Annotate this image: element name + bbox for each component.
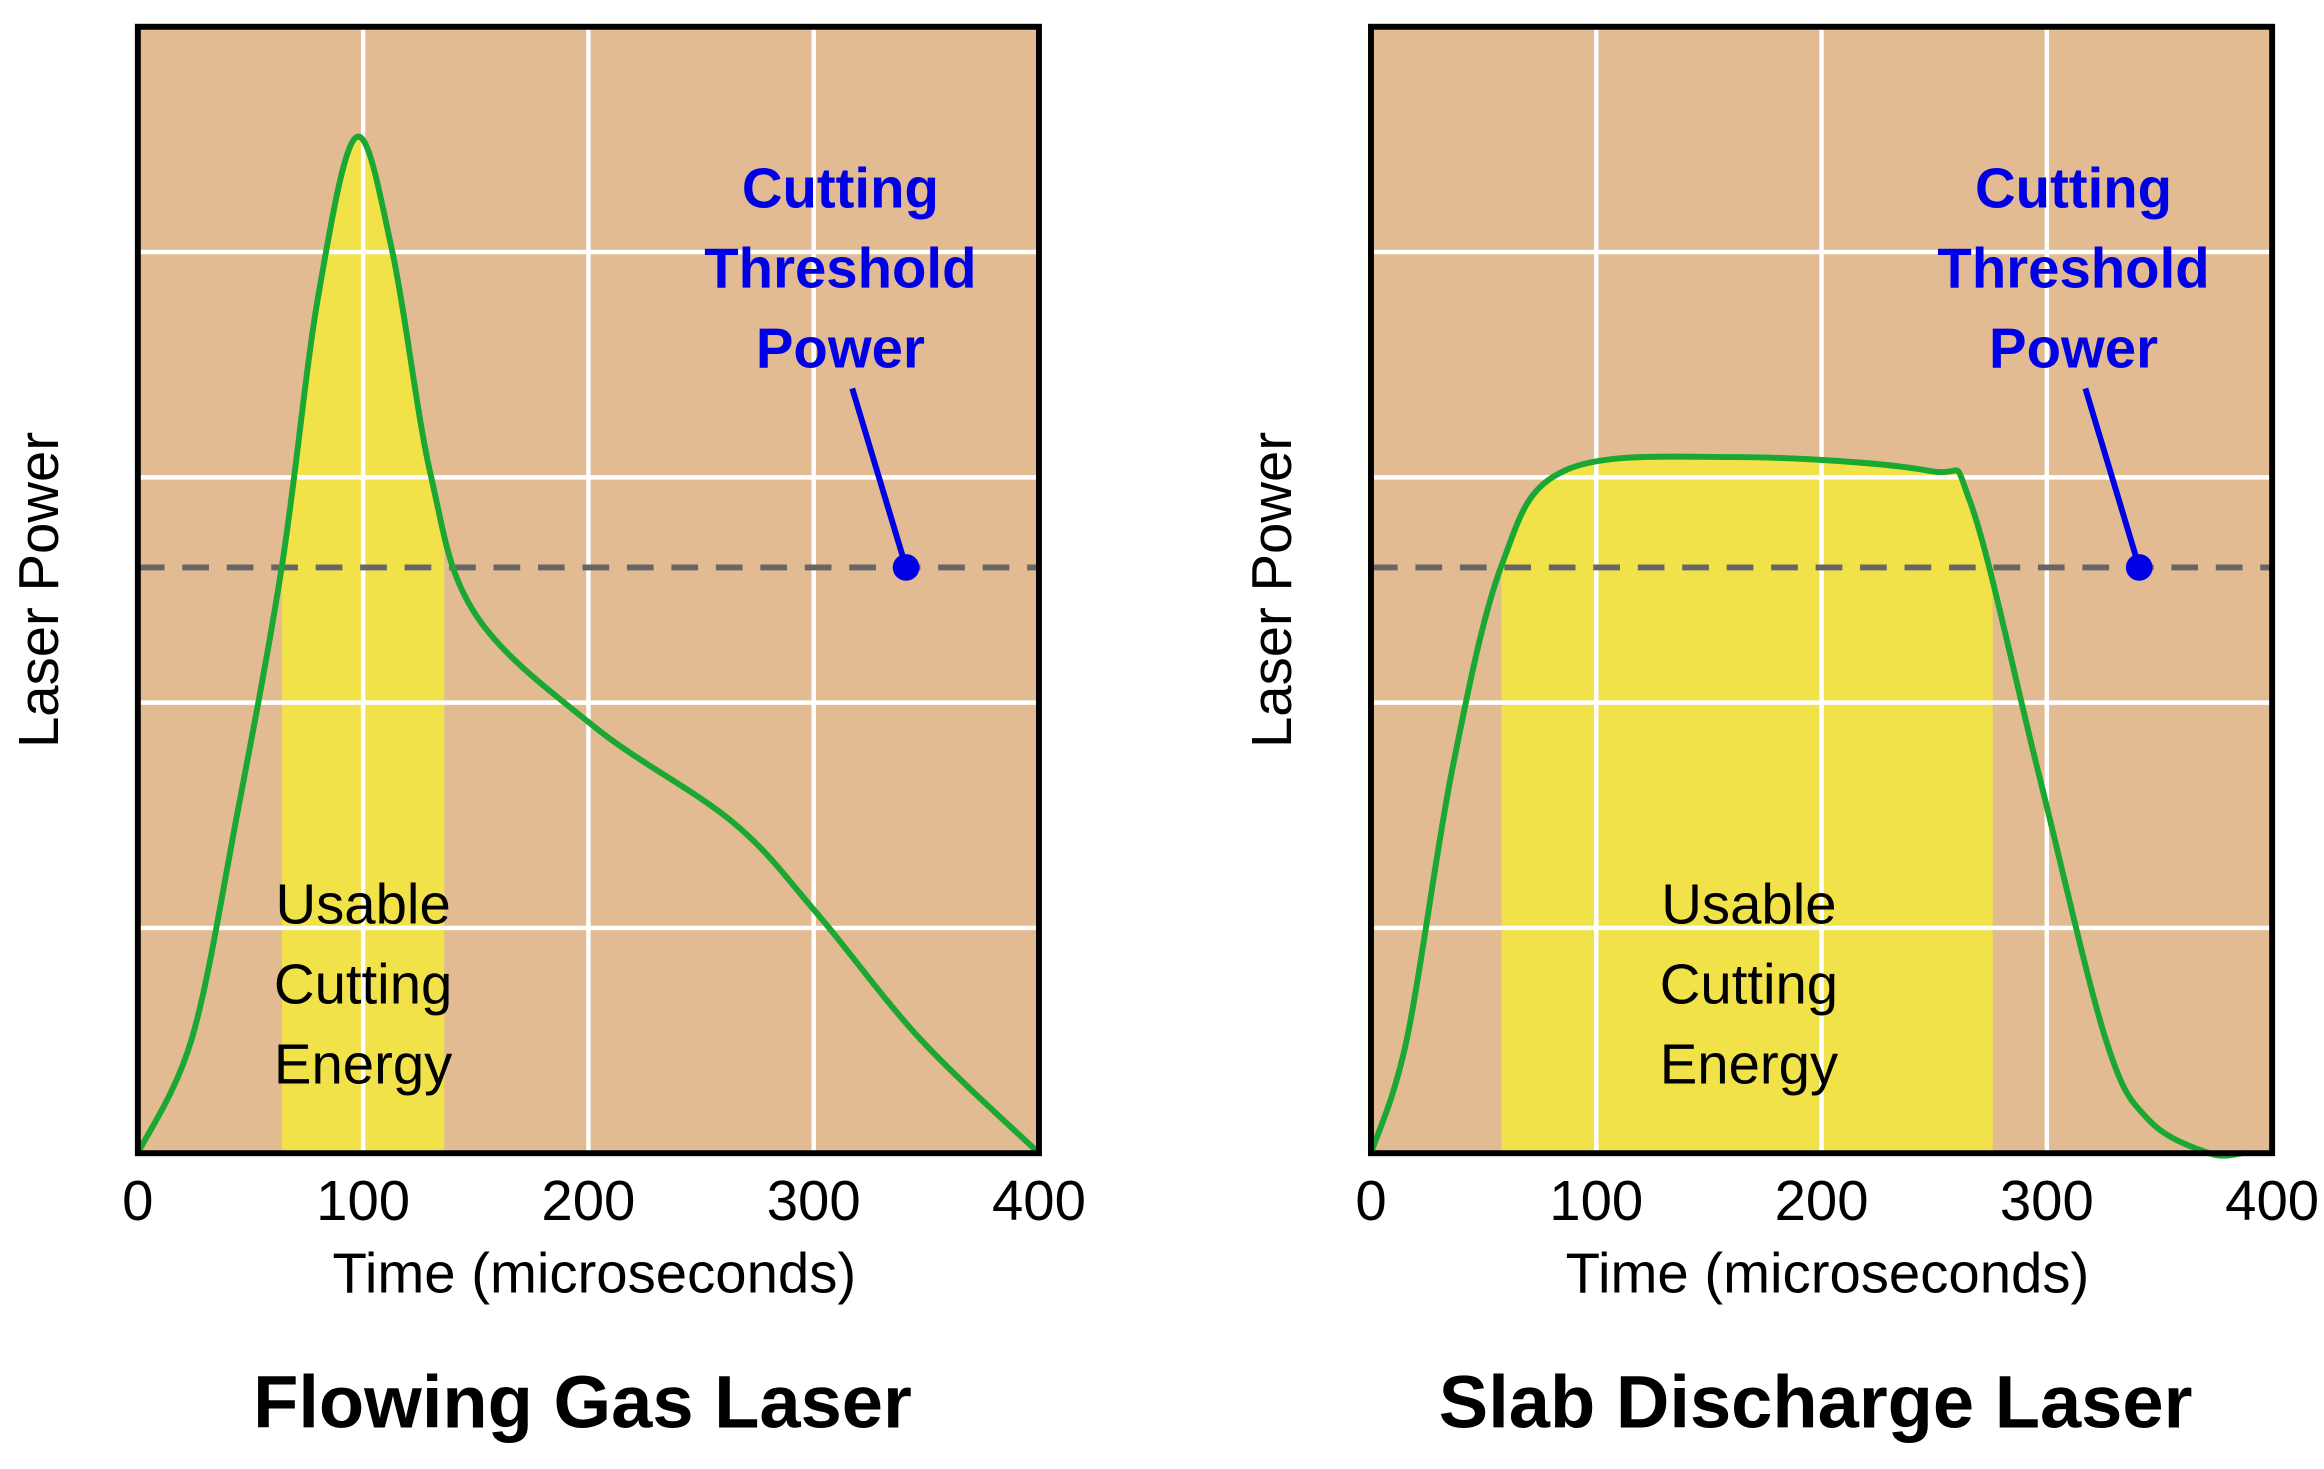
usable-label: Energy	[1660, 1033, 1839, 1096]
x-axis-label: Time (microseconds)	[1566, 1242, 2090, 1305]
usable-label: Energy	[274, 1033, 453, 1096]
annotation-pointer	[849, 387, 909, 569]
y-axis-label: Laser Power	[1240, 432, 1303, 748]
x-tick-label: 300	[2000, 1169, 2094, 1232]
plot-border	[1368, 23, 2276, 1157]
chart-title: Slab Discharge Laser	[1439, 1361, 2193, 1444]
annotation-pointer	[2082, 387, 2143, 569]
x-tick-label: 400	[2225, 1169, 2319, 1232]
usable-area	[1501, 456, 1993, 1154]
series-line	[1368, 453, 2244, 1159]
usable-label: Cutting	[274, 953, 452, 1016]
threshold-label: Power	[756, 317, 925, 380]
threshold-label: Cutting	[1975, 157, 2172, 220]
x-tick-label: 0	[122, 1169, 153, 1232]
x-tick-label: 200	[1775, 1169, 1869, 1232]
x-tick-label: 100	[316, 1169, 410, 1232]
threshold-label: Threshold	[1937, 237, 2209, 300]
threshold-point	[2125, 554, 2153, 581]
x-tick-label: 0	[1355, 1169, 1386, 1232]
series-line	[135, 133, 1042, 1156]
x-tick-label: 400	[992, 1169, 1086, 1232]
x-tick-label: 300	[767, 1169, 861, 1232]
y-axis-label: Laser Power	[7, 432, 70, 748]
usable-label: Cutting	[1660, 953, 1838, 1016]
threshold-point	[892, 554, 920, 581]
x-tick-label: 200	[541, 1169, 635, 1232]
usable-label: Usable	[1661, 873, 1836, 936]
threshold-label: Threshold	[704, 237, 976, 300]
x-tick-label: 100	[1549, 1169, 1643, 1232]
chart-title: Flowing Gas Laser	[253, 1361, 912, 1444]
usable-label: Usable	[275, 873, 450, 936]
threshold-label: Power	[1989, 317, 2158, 380]
plot-border	[134, 23, 1042, 1157]
x-axis-label: Time (microseconds)	[333, 1242, 857, 1305]
threshold-label: Cutting	[742, 157, 939, 220]
